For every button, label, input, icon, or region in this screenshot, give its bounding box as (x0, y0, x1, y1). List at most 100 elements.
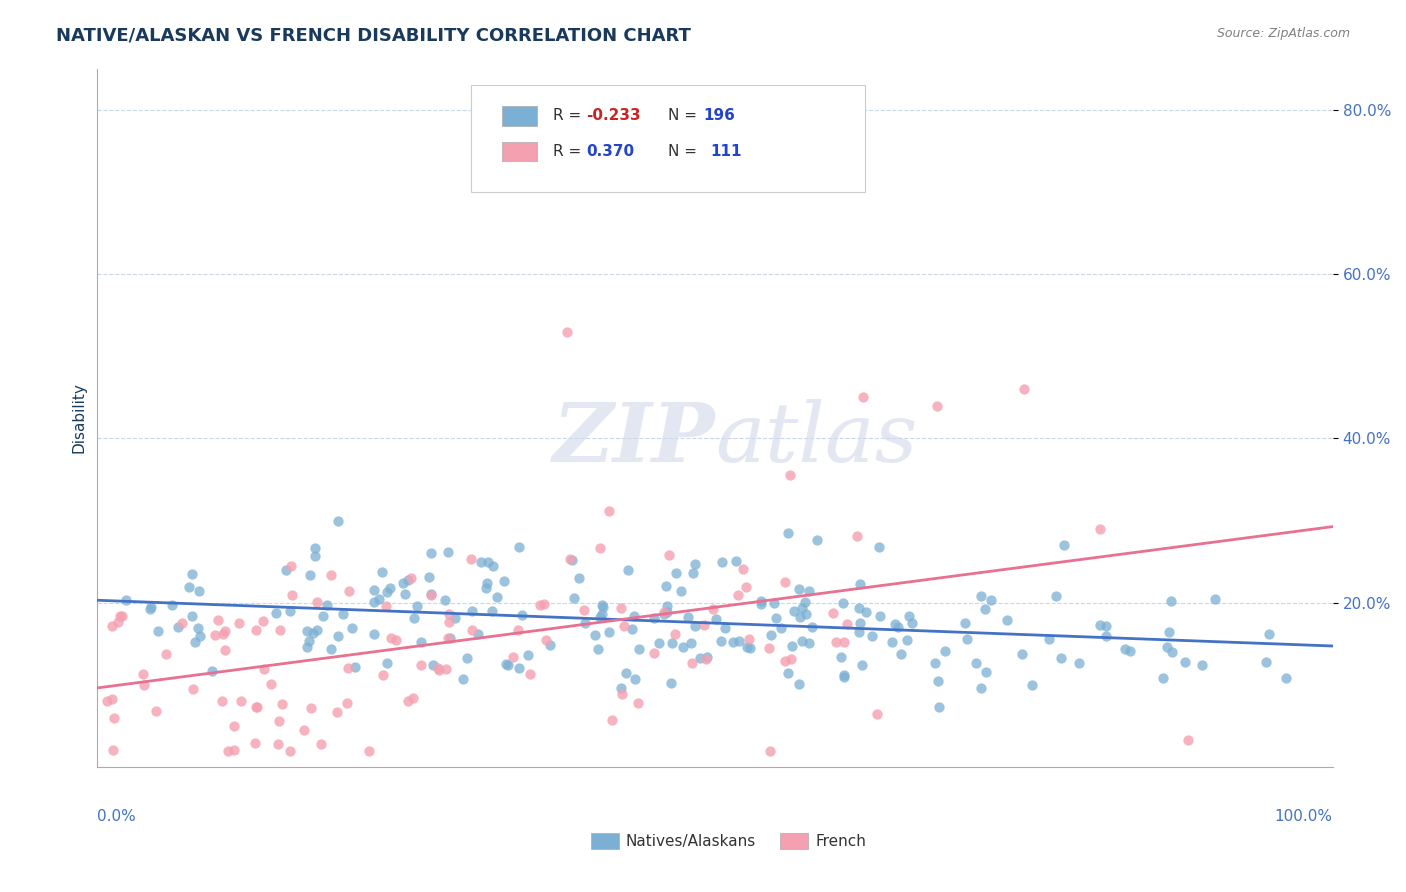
Point (211, 694, 233, 708)
Point (825, 634, 848, 648)
Point (380, 631, 402, 645)
Point (1204, 592, 1226, 607)
Point (363, 583, 385, 598)
Point (710, 555, 733, 569)
Text: R =: R = (553, 109, 586, 123)
Point (502, 649, 524, 664)
Point (896, 632, 918, 647)
Point (555, 325, 578, 339)
Point (1177, 733, 1199, 747)
Point (924, 656, 946, 670)
Point (661, 676, 683, 690)
Point (1050, 650, 1073, 665)
Point (793, 595, 815, 609)
Point (681, 636, 703, 650)
Point (749, 594, 772, 608)
Point (778, 525, 800, 540)
Point (683, 618, 706, 632)
Point (108, 609, 131, 624)
Point (299, 701, 322, 715)
Point (411, 658, 433, 673)
Point (721, 635, 744, 649)
Text: Natives/Alaskans: Natives/Alaskans (626, 834, 756, 848)
Text: 100.0%: 100.0% (1275, 809, 1333, 824)
Point (731, 562, 754, 576)
Point (214, 643, 236, 657)
Text: French: French (815, 834, 866, 848)
Point (309, 737, 332, 751)
Text: 111: 111 (710, 145, 741, 159)
Point (1038, 632, 1060, 646)
Point (561, 552, 583, 566)
Point (368, 591, 391, 606)
Point (681, 657, 703, 671)
Point (790, 633, 813, 648)
Point (298, 634, 321, 648)
Point (797, 584, 820, 599)
Point (402, 610, 425, 624)
Point (589, 541, 612, 555)
Point (280, 559, 302, 574)
Point (734, 580, 756, 594)
Point (702, 602, 724, 616)
Point (228, 616, 250, 631)
Point (391, 576, 413, 591)
Point (183, 635, 205, 649)
Point (759, 628, 782, 642)
Point (848, 625, 870, 640)
Point (436, 631, 458, 645)
Point (516, 648, 538, 663)
Point (377, 657, 399, 671)
Text: N =: N = (668, 109, 702, 123)
Point (887, 620, 910, 634)
Point (568, 571, 591, 585)
Point (783, 603, 806, 617)
Point (775, 654, 797, 668)
Point (655, 605, 678, 619)
Point (319, 642, 342, 657)
Point (419, 546, 441, 560)
Point (574, 616, 596, 631)
Point (426, 660, 449, 674)
Point (832, 670, 855, 684)
Point (420, 588, 443, 602)
Point (1011, 648, 1033, 662)
Point (714, 621, 737, 635)
Point (181, 608, 204, 623)
Point (269, 624, 291, 638)
Point (278, 604, 301, 618)
Point (848, 616, 870, 631)
Point (181, 566, 204, 581)
Point (848, 600, 870, 615)
Text: R =: R = (553, 145, 586, 159)
Point (274, 563, 297, 577)
Point (657, 599, 679, 613)
Point (787, 582, 810, 597)
Point (727, 588, 749, 602)
Point (444, 611, 467, 625)
Point (927, 674, 949, 689)
Point (371, 667, 394, 681)
Point (482, 558, 505, 573)
Point (475, 576, 498, 591)
Point (780, 639, 803, 653)
Point (1160, 594, 1182, 608)
Point (779, 468, 801, 483)
Point (831, 597, 853, 611)
Point (101, 692, 124, 706)
Point (790, 600, 813, 615)
Point (623, 608, 645, 623)
Point (1152, 671, 1174, 685)
Point (583, 628, 606, 642)
Point (181, 681, 204, 696)
Point (115, 592, 138, 607)
Point (1045, 589, 1067, 603)
Point (467, 626, 489, 640)
Point (610, 681, 633, 696)
Point (246, 699, 269, 714)
Point (1118, 644, 1140, 658)
Point (617, 563, 640, 577)
Point (481, 604, 503, 618)
Point (849, 577, 872, 591)
Point (177, 580, 200, 594)
